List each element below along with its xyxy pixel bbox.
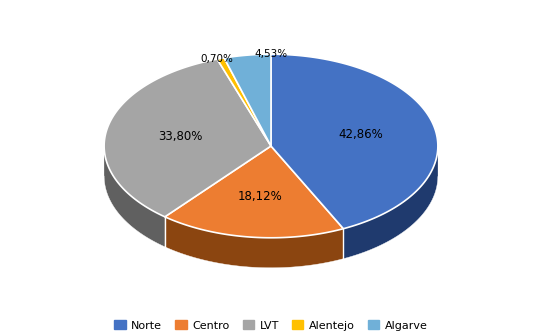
Polygon shape	[165, 146, 344, 238]
Text: 18,12%: 18,12%	[237, 190, 282, 203]
Polygon shape	[104, 146, 165, 247]
Polygon shape	[344, 146, 438, 259]
Legend: Norte, Centro, LVT, Alentejo, Algarve: Norte, Centro, LVT, Alentejo, Algarve	[110, 316, 432, 334]
Polygon shape	[224, 54, 271, 146]
Text: 42,86%: 42,86%	[338, 128, 383, 141]
Polygon shape	[217, 58, 271, 146]
Text: 0,70%: 0,70%	[200, 54, 233, 64]
Polygon shape	[104, 59, 271, 217]
Text: 4,53%: 4,53%	[255, 49, 288, 59]
Polygon shape	[165, 217, 344, 268]
Polygon shape	[271, 54, 438, 229]
Text: 33,80%: 33,80%	[158, 131, 203, 143]
